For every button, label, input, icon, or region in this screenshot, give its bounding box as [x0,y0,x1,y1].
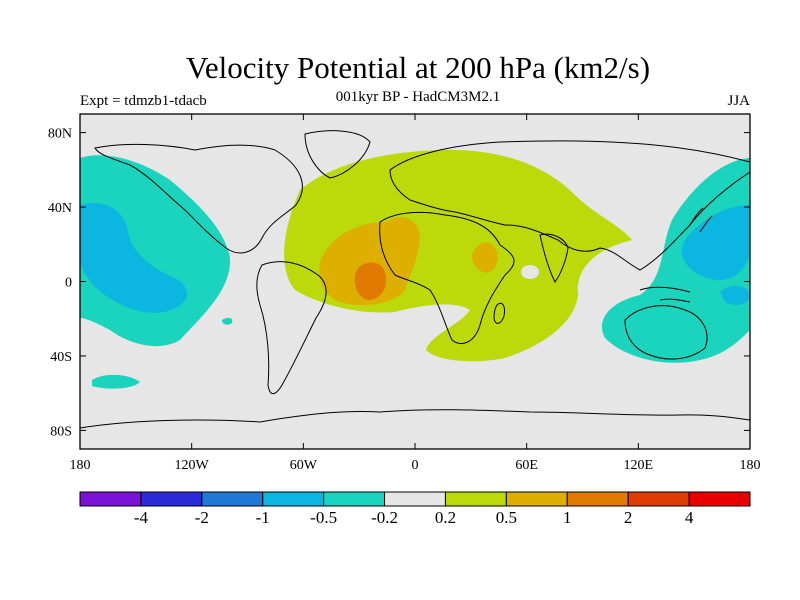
coast-africa [379,211,515,344]
lon-tick-label: 120W [175,458,210,473]
lat-tick-label: 0 [65,276,72,291]
colorbar-label: -2 [195,508,209,527]
colorbar-label: -4 [134,508,149,527]
chart-subtitle: 001kyr BP - HadCM3M2.1 [335,89,501,105]
coast-india [539,233,569,283]
contour-pos05-east-africa [472,242,498,273]
colorbar-swatch [140,491,203,507]
contour-neg05-pacific-patch [720,285,750,306]
lat-tick-group: 80N 40N 0 40S 80S [48,127,750,439]
coast-japan [689,207,713,233]
colorbar-label: -0.2 [371,508,398,527]
season-label: JJA [727,93,750,109]
colorbar-swatch [505,491,568,507]
map-panel [80,114,750,449]
coast-north-america [94,143,303,254]
coast-madagascar [493,302,505,324]
contour-pos02-africa-indian [284,149,632,362]
colorbar-label: -0.5 [310,508,337,527]
lat-tick-label: 40N [48,201,72,216]
colorbar-label: 0.5 [496,508,517,527]
coast-greenland [304,130,371,179]
lat-tick-label: 80S [50,424,72,439]
colorbar-swatch [79,491,142,507]
colorbar-swatch [627,491,690,507]
colorbar-swatch [566,491,629,507]
contour-neg05-pacific-east [80,203,188,313]
coast-indonesia [639,286,691,303]
lon-tick-label: 180 [740,458,761,473]
colorbar-label: -1 [256,508,270,527]
colorbar-label: 1 [563,508,572,527]
lon-tick-label: 0 [412,458,419,473]
contour-neg02-pacific-west [601,158,750,363]
coast-antarctica [80,409,750,429]
colorbar-label: 0.2 [435,508,456,527]
contour-pos05-atlantic [319,217,420,306]
colorbar-swatch [323,491,386,507]
lon-tick-label: 60E [515,458,538,473]
coast-australia [624,305,708,360]
contour-pos02-indian-hole [521,265,539,279]
contour-neg02-south-pacific [92,374,140,389]
contour-neg05-pacific-west [681,205,750,281]
chart-title: Velocity Potential at 200 hPa (km2/s) [185,50,651,85]
contour-neg02-south-atlantic [222,317,233,325]
lat-tick-label: 40S [50,350,72,365]
colorbar-swatch [384,491,446,507]
coast-eurasia [389,140,750,271]
contour-pos1-atlantic [354,262,387,300]
coast-south-america [256,261,327,395]
colorbar-label: 2 [624,508,633,527]
lat-tick-label: 80N [48,127,72,142]
lon-tick-label: 120E [624,458,654,473]
experiment-label: Expt = tdmzb1-tdacb [80,93,207,109]
colorbar: -4 -2 -1 -0.5 -0.2 0.2 0.5 1 2 4 [79,491,751,527]
colorbar-swatch [262,491,325,507]
colorbar-label: 4 [685,508,694,527]
coastlines [80,130,750,429]
colorbar-swatch [688,491,751,507]
lon-tick-group: 180 120W 60W 0 60E 120E 180 [70,114,761,473]
colorbar-swatch [444,491,507,507]
colorbar-swatch [201,491,264,507]
lon-tick-label: 60W [290,458,318,473]
lon-tick-label: 180 [70,458,91,473]
